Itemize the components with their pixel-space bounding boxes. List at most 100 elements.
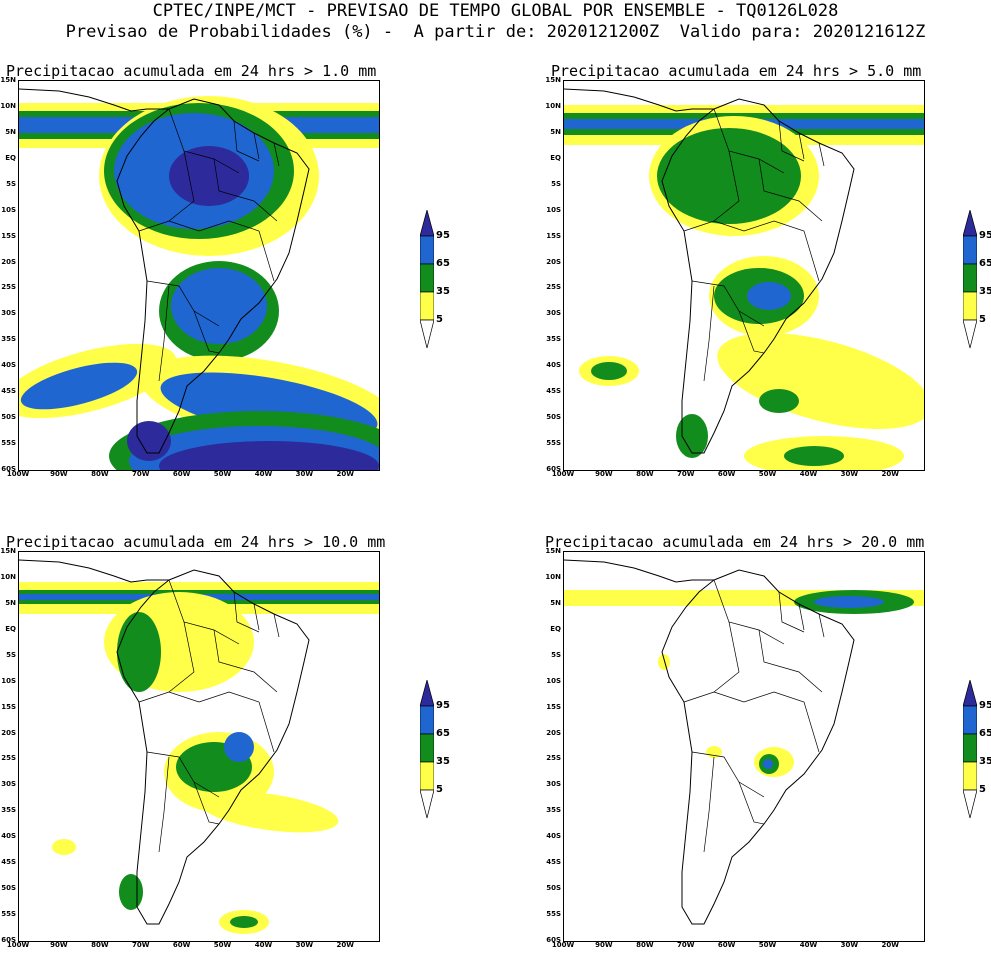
lon-tick-label: 20W [881, 941, 899, 949]
lat-tick-label: 10N [0, 101, 16, 110]
country-border [233, 591, 260, 633]
lat-tick-label: 20S [546, 728, 561, 737]
lat-tick-label: 15N [545, 547, 561, 555]
coastline [564, 559, 714, 583]
colorbar-level-label: 5 [979, 784, 986, 795]
lon-tick-label: 40W [799, 941, 818, 949]
map-panel-1mm: Precipitacao acumulada em 24 hrs > 1.0 m… [0, 62, 400, 502]
coastline [564, 88, 714, 112]
lat-tick-label: 60S [1, 936, 16, 944]
colorbar-level-label: 65 [436, 258, 450, 269]
color-scale-legend: 95 65 35 5 [962, 208, 991, 360]
country-border [158, 756, 170, 853]
lat-tick-label: 30S [1, 309, 16, 318]
color-scale-legend: 95 65 35 5 [419, 208, 480, 360]
lat-tick-label: 5N [5, 598, 16, 607]
colorbar-level-label: 35 [979, 286, 991, 297]
colorbar-level-label: 5 [436, 784, 443, 795]
lon-tick-label: 30W [295, 470, 314, 478]
lat-tick-label: 40S [546, 832, 561, 841]
country-border [738, 781, 765, 825]
lat-tick-label: 50S [546, 884, 561, 893]
lon-tick-label: 50W [758, 941, 777, 949]
lon-tick-label: 60W [717, 941, 736, 949]
lon-tick-label: 70W [676, 941, 695, 949]
colorbar-level-label: 5 [979, 314, 986, 325]
lat-tick-label: 5S [6, 650, 16, 659]
lon-tick-label: 80W [636, 941, 654, 949]
lat-tick-label: 60S [1, 465, 16, 473]
lat-tick-label: 30S [546, 780, 561, 789]
coastline [116, 569, 310, 925]
lat-tick-label: 10N [545, 572, 561, 581]
rain-area [169, 146, 249, 206]
colorbar-level-label: 95 [979, 230, 991, 241]
coastline [661, 98, 855, 454]
lon-tick-label: 20W [336, 470, 354, 478]
country-border [798, 603, 805, 631]
lon-tick-label: 90W [595, 941, 613, 949]
country-border [168, 108, 240, 174]
country-border [158, 285, 170, 382]
country-border [703, 756, 715, 853]
lat-tick-label: 15N [0, 76, 16, 84]
lon-tick-label: 20W [336, 941, 354, 949]
lat-tick-label: 40S [1, 832, 16, 841]
colorbar-level-label: 35 [436, 286, 450, 297]
country-border [213, 629, 278, 693]
coastline [19, 88, 169, 112]
color-scale-legend: 95 65 35 5 [962, 678, 991, 830]
lat-tick-label: 35S [546, 806, 561, 815]
colorbar-level-label: 65 [979, 728, 991, 739]
lon-tick-label: 20W [881, 470, 899, 478]
country-border [168, 621, 195, 693]
country-border [713, 579, 785, 645]
country-border [168, 150, 195, 222]
lat-tick-label: 50S [1, 884, 16, 893]
country-border [146, 751, 220, 798]
rain-area [591, 362, 627, 380]
lat-tick-label: 10N [0, 572, 16, 581]
country-border [798, 132, 805, 160]
coastline [116, 98, 310, 454]
lat-tick-label: 15N [0, 547, 16, 555]
lon-tick-label: 70W [131, 470, 150, 478]
country-border [273, 613, 280, 638]
coastline [661, 569, 855, 925]
lon-tick-label: 100W [6, 941, 30, 949]
lon-tick-label: 90W [50, 941, 68, 949]
country-border [713, 108, 785, 174]
country-border [138, 220, 275, 282]
panel-title: Precipitacao acumulada em 24 hrs > 5.0 m… [551, 62, 922, 80]
lon-tick-label: 90W [595, 470, 613, 478]
colorbar-level-label: 95 [436, 230, 450, 241]
country-border [253, 132, 260, 160]
map-panel-10mm: Precipitacao acumulada em 24 hrs > 10.0 … [0, 533, 400, 973]
rain-area [230, 916, 258, 928]
map-frame [18, 551, 380, 942]
colorbar-level-label: 5 [436, 314, 443, 325]
country-border [713, 150, 740, 222]
country-border [691, 280, 765, 327]
map-frame [563, 80, 925, 471]
country-border [253, 603, 260, 631]
rain-area [747, 282, 791, 310]
colorbar-level-label: 65 [436, 728, 450, 739]
country-border [233, 120, 260, 162]
lat-tick-label: 15N [545, 76, 561, 84]
lon-tick-label: 40W [254, 941, 273, 949]
country-border [193, 781, 220, 825]
rain-area [127, 421, 171, 461]
lat-tick-label: 50S [546, 413, 561, 422]
colorbar [962, 678, 978, 819]
rain-area [814, 596, 884, 608]
lat-tick-label: 45S [546, 858, 561, 867]
lat-tick-label: 50S [1, 413, 16, 422]
lon-tick-label: 40W [254, 470, 273, 478]
lat-tick-label: 55S [1, 910, 16, 919]
lat-tick-label: 60S [546, 465, 561, 473]
rain-area [657, 128, 801, 224]
lat-tick-label: 20S [546, 257, 561, 266]
rain-area [759, 389, 799, 413]
country-border [818, 142, 825, 167]
